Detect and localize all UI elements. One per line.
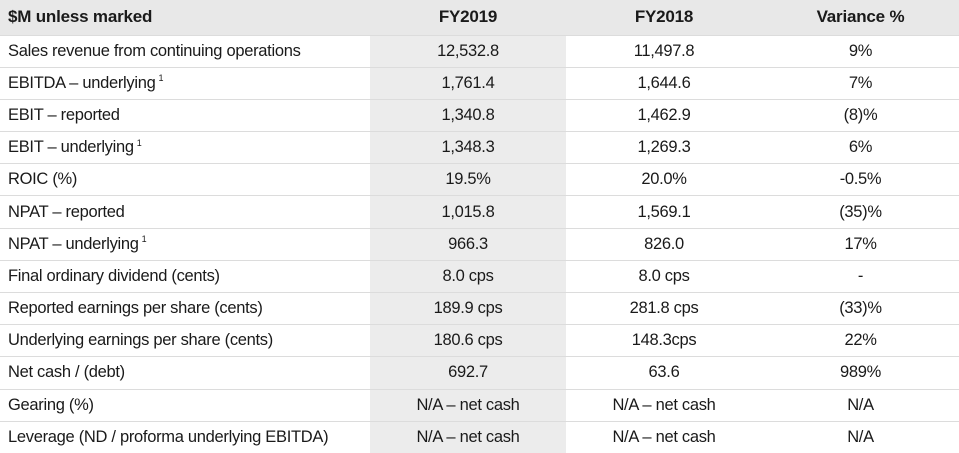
fy2018-value: 1,644.6 bbox=[637, 73, 691, 92]
row-label: Gearing (%) bbox=[0, 389, 370, 421]
row-label-text: Final ordinary dividend (cents) bbox=[8, 266, 220, 285]
row-label-text: Underlying earnings per share (cents) bbox=[8, 331, 273, 350]
table-row: Final ordinary dividend (cents) 8.0 cps 8.… bbox=[0, 260, 959, 293]
row-label-text: Gearing (%) bbox=[8, 395, 94, 414]
table-body: Sales revenue from continuing operations… bbox=[0, 35, 959, 453]
row-label: Reported earnings per share (cents) bbox=[0, 293, 370, 325]
row-label: EBITDA – underlying 1 bbox=[0, 67, 370, 99]
fy2019-value: 12,532.8 bbox=[370, 35, 566, 68]
row-label-text: NPAT – underlying bbox=[8, 234, 139, 253]
fy2019-value: 1,761.4 bbox=[370, 67, 566, 100]
variance-value: 9% bbox=[848, 41, 873, 60]
variance-value: 22% bbox=[844, 331, 877, 350]
row-label-text: EBITDA – underlying bbox=[8, 73, 156, 92]
header-units-label: $M unless marked bbox=[8, 7, 153, 27]
row-label: Underlying earnings per share (cents) bbox=[0, 325, 370, 357]
row-label: Final ordinary dividend (cents) bbox=[0, 260, 370, 292]
table-row: Leverage (ND / proforma underlying EBITD… bbox=[0, 421, 959, 453]
footnote-marker: 1 bbox=[136, 137, 142, 148]
fy2018-value: 1,569.1 bbox=[637, 202, 691, 221]
variance-value: - bbox=[857, 266, 864, 285]
header-fy2018: FY2018 bbox=[634, 7, 694, 27]
fy2019-value: 1,348.3 bbox=[370, 131, 566, 164]
table-row: EBIT – underlying 1 1,348.3 1,269.3 6% bbox=[0, 131, 959, 164]
table-row: Net cash / (debt) 692.7 63.6 989% bbox=[0, 356, 959, 390]
fy2018-value: 148.3cps bbox=[631, 331, 697, 350]
table-row: NPAT – underlying 1 966.3 826.0 17% bbox=[0, 228, 959, 261]
table-row: NPAT – reported 1,015.8 1,569.1 (35)% bbox=[0, 195, 959, 229]
table-row: Underlying earnings per share (cents) 180… bbox=[0, 324, 959, 357]
row-label: EBIT – reported bbox=[0, 99, 370, 131]
fy2018-value: 63.6 bbox=[648, 363, 680, 382]
fy2018-value: 826.0 bbox=[644, 234, 684, 253]
fy2019-value: N/A – net cash bbox=[370, 421, 566, 453]
table-row: Sales revenue from continuing operations… bbox=[0, 35, 959, 68]
row-label: Net cash / (debt) bbox=[0, 357, 370, 389]
fy2018-value: 11,497.8 bbox=[633, 41, 695, 60]
footnote-marker: 1 bbox=[141, 234, 147, 245]
fy2019-value: 8.0 cps bbox=[370, 260, 566, 293]
table-row: Gearing (%) N/A – net cash N/A – net cash N… bbox=[0, 389, 959, 422]
fy2019-value: N/A – net cash bbox=[370, 389, 566, 422]
variance-value: (33)% bbox=[839, 299, 882, 318]
fy2019-value: 692.7 bbox=[370, 356, 566, 390]
fy2018-value: 281.8 cps bbox=[629, 299, 699, 318]
row-label-text: EBIT – underlying bbox=[8, 138, 134, 157]
row-label: NPAT – underlying 1 bbox=[0, 228, 370, 260]
row-label: EBIT – underlying 1 bbox=[0, 132, 370, 164]
fy2019-value: 19.5% bbox=[370, 163, 566, 196]
table-header: $M unless marked FY2019 FY2018 Variance … bbox=[0, 0, 959, 35]
row-label-text: Reported earnings per share (cents) bbox=[8, 299, 263, 318]
row-label-text: EBIT – reported bbox=[8, 105, 120, 124]
fy2018-value: N/A – net cash bbox=[612, 428, 716, 447]
table-row: Reported earnings per share (cents) 189.9… bbox=[0, 292, 959, 325]
fy2019-value: 1,340.8 bbox=[370, 99, 566, 132]
variance-value: (8)% bbox=[843, 105, 878, 124]
variance-value: N/A bbox=[847, 395, 874, 414]
variance-value: (35)% bbox=[839, 202, 882, 221]
fy2018-value: 20.0% bbox=[641, 170, 687, 189]
row-label: Leverage (ND / proforma underlying EBITD… bbox=[0, 421, 370, 453]
row-label-text: Leverage (ND / proforma underlying EBITD… bbox=[8, 428, 329, 447]
footnote-marker: 1 bbox=[158, 73, 164, 84]
table-row: EBITDA – underlying 1 1,761.4 1,644.6 7% bbox=[0, 67, 959, 100]
fy2019-value: 1,015.8 bbox=[370, 195, 566, 229]
variance-value: 7% bbox=[848, 73, 873, 92]
table-row: ROIC (%) 19.5% 20.0% -0.5% bbox=[0, 163, 959, 196]
fy2019-value: 189.9 cps bbox=[370, 292, 566, 325]
fy2019-value: 966.3 bbox=[370, 228, 566, 261]
row-label: ROIC (%) bbox=[0, 164, 370, 196]
header-variance: Variance % bbox=[816, 7, 905, 27]
variance-value: -0.5% bbox=[839, 170, 882, 189]
fy2018-value: 1,269.3 bbox=[637, 138, 691, 157]
row-label-text: Net cash / (debt) bbox=[8, 363, 125, 382]
fy2018-value: 8.0 cps bbox=[638, 266, 690, 285]
table-row: EBIT – reported 1,340.8 1,462.9 (8)% bbox=[0, 99, 959, 132]
fy2019-value: 180.6 cps bbox=[370, 324, 566, 357]
row-label-text: Sales revenue from continuing operations bbox=[8, 41, 301, 60]
row-label-text: ROIC (%) bbox=[8, 170, 78, 189]
header-fy2019: FY2019 bbox=[438, 7, 498, 27]
variance-value: N/A bbox=[847, 428, 874, 447]
row-label-text: NPAT – reported bbox=[8, 202, 125, 221]
fy2018-value: 1,462.9 bbox=[637, 105, 691, 124]
variance-value: 989% bbox=[839, 363, 881, 382]
variance-value: 17% bbox=[844, 234, 877, 253]
row-label: Sales revenue from continuing operations bbox=[0, 35, 370, 67]
row-label: NPAT – reported bbox=[0, 196, 370, 228]
variance-value: 6% bbox=[848, 138, 873, 157]
header-row: $M unless marked FY2019 FY2018 Variance … bbox=[0, 0, 959, 35]
fy2018-value: N/A – net cash bbox=[612, 395, 716, 414]
